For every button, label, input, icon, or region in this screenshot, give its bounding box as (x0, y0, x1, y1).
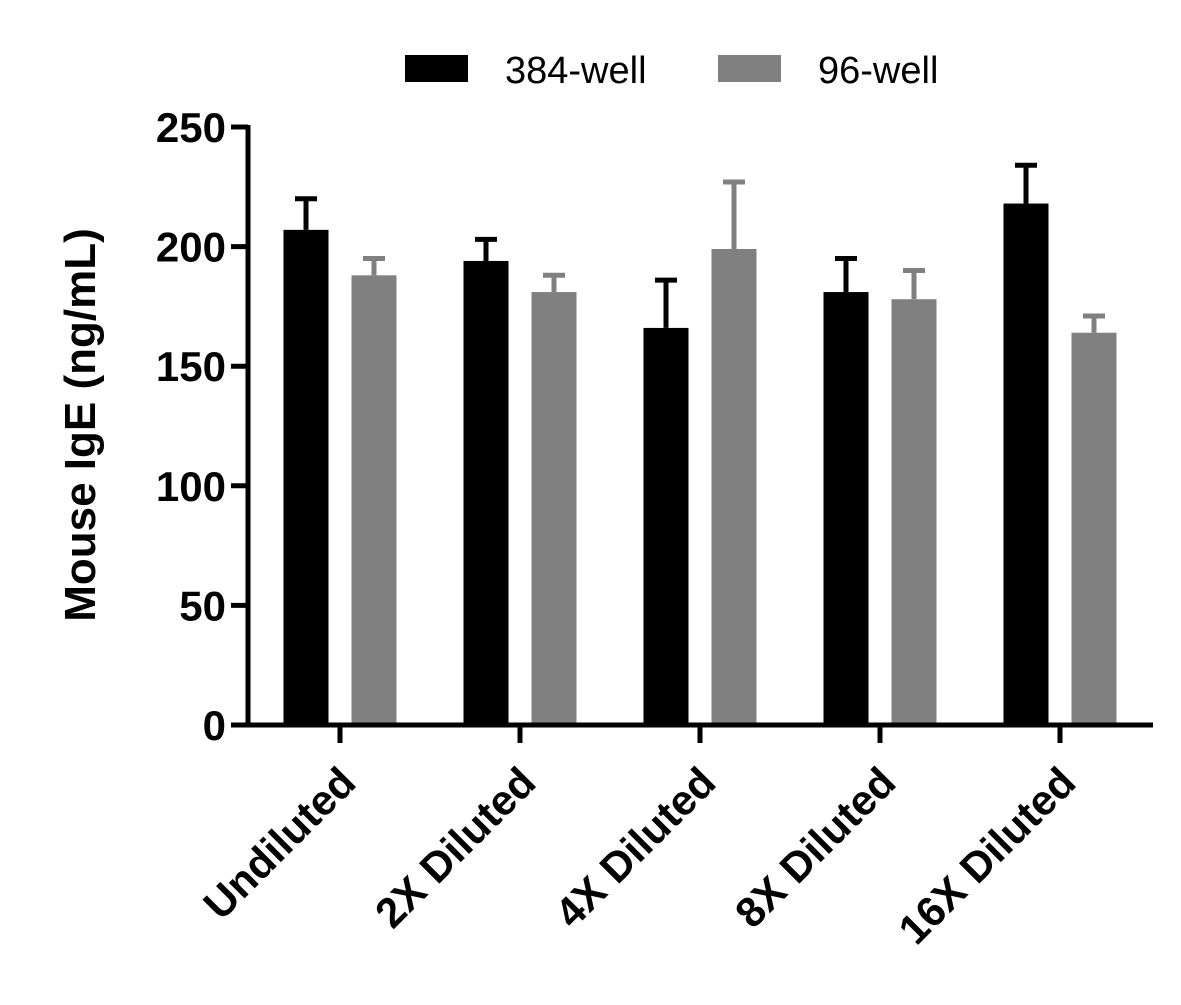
x-category-label-undiluted: Undiluted (194, 758, 364, 928)
bar-96-well-2x-diluted (531, 292, 577, 725)
y-tick-label-200: 200 (156, 224, 226, 271)
legend-label-96-well: 96-well (818, 50, 938, 92)
legend-swatch-96-well (718, 55, 781, 82)
bar-384-well-2x-diluted (463, 260, 509, 725)
y-tick-label-250: 250 (156, 104, 226, 151)
x-category-labels: Undiluted 2X Diluted 4X Diluted 8X Diluted1… (194, 758, 1084, 953)
y-axis-title: Mouse IgE (ng/mL) (56, 228, 105, 622)
bar-384-well-undiluted (283, 229, 329, 725)
y-tick-label-100: 100 (156, 463, 226, 510)
legend-label-384-well: 384-well (505, 50, 647, 92)
y-tick-label-150: 150 (156, 343, 226, 390)
bar-384-well-8x-diluted (823, 292, 869, 725)
y-tick-label-0: 0 (203, 702, 226, 749)
axes (231, 124, 1153, 743)
bar-384-well-4x-diluted (643, 327, 689, 725)
x-category-label-4x-diluted: 4X Diluted (546, 758, 724, 936)
x-category-label-16x-diluted: 16X Diluted (889, 758, 1084, 953)
bars (283, 203, 1117, 725)
x-category-label-8x-diluted: 8X Diluted (726, 758, 904, 936)
x-category-label-2x-diluted: 2X Diluted (366, 758, 544, 936)
bar-384-well-16x-diluted (1003, 203, 1049, 725)
bar-96-well-8x-diluted (891, 299, 937, 725)
legend-swatch-384-well (405, 55, 468, 82)
legend: 384-well 96-well (405, 50, 938, 92)
y-tick-labels: 0 50 100 150 200 250 (156, 104, 226, 749)
bar-96-well-undiluted (351, 275, 397, 725)
bar-96-well-4x-diluted (711, 248, 757, 725)
bar-96-well-16x-diluted (1071, 332, 1117, 725)
y-tick-label-50: 50 (179, 582, 226, 629)
error-bars (295, 162, 1105, 333)
